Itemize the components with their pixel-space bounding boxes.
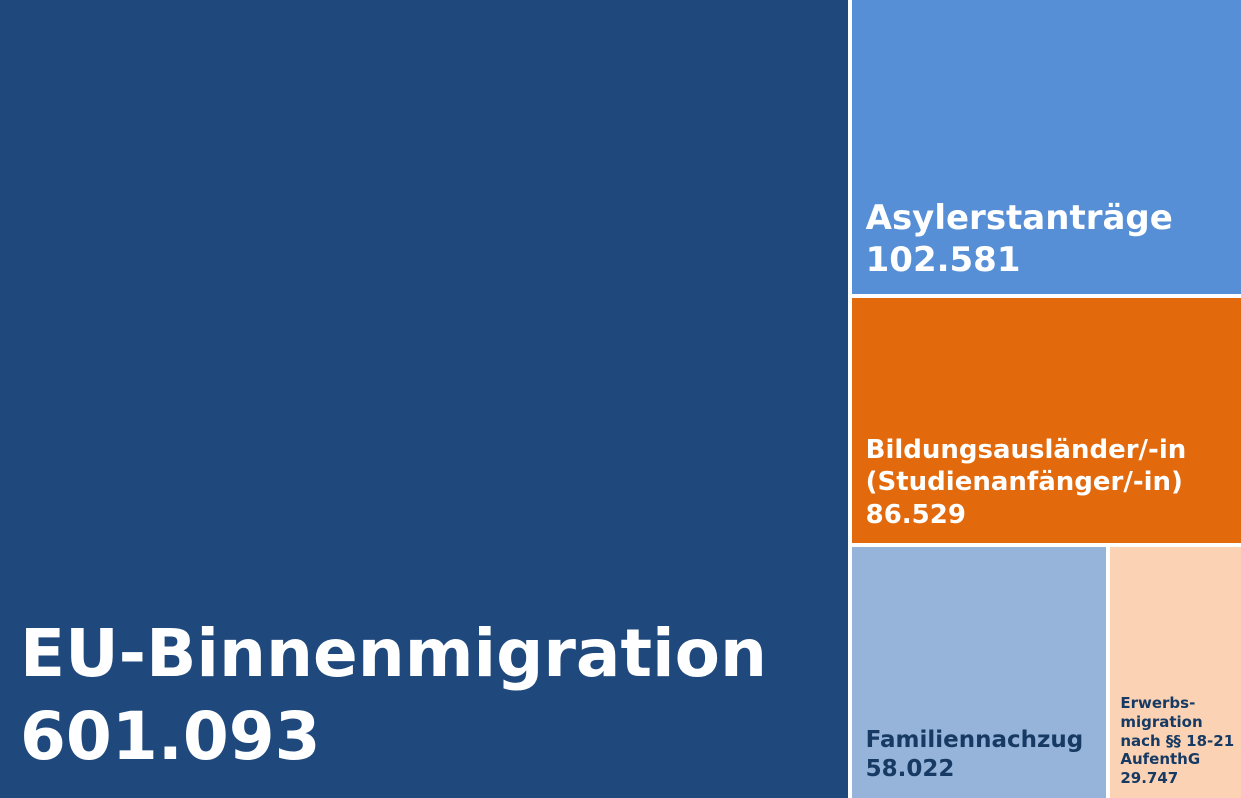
tile-label: Erwerbs-migration nach §§ 18-21 AufenthG <box>1120 694 1235 769</box>
tile-value: 601.093 <box>20 697 321 775</box>
tile: Asylerstanträge 102.581 <box>851 0 1241 294</box>
tile-label: Asylerstanträge <box>865 197 1173 238</box>
tile: EU-Binnenmigration 601.093 <box>0 0 848 798</box>
tile-value: 29.747 <box>1120 769 1179 788</box>
tile-label: Familiennachzug <box>865 727 1084 754</box>
tile: Erwerbs-migration nach §§ 18-21 AufenthG… <box>1110 547 1241 798</box>
tile-value: 102.581 <box>865 240 1021 281</box>
tile-label: EU-Binnenmigration <box>20 615 767 692</box>
tile: Familiennachzug 58.022 <box>851 547 1107 798</box>
tile-value: 86.529 <box>865 499 966 530</box>
tile: Bildungsausländer/-in (Studienanfänger/-… <box>851 297 1241 544</box>
tile-label: Bildungsausländer/-in (Studienanfänger/-… <box>865 434 1187 498</box>
tile-value: 58.022 <box>865 756 955 783</box>
